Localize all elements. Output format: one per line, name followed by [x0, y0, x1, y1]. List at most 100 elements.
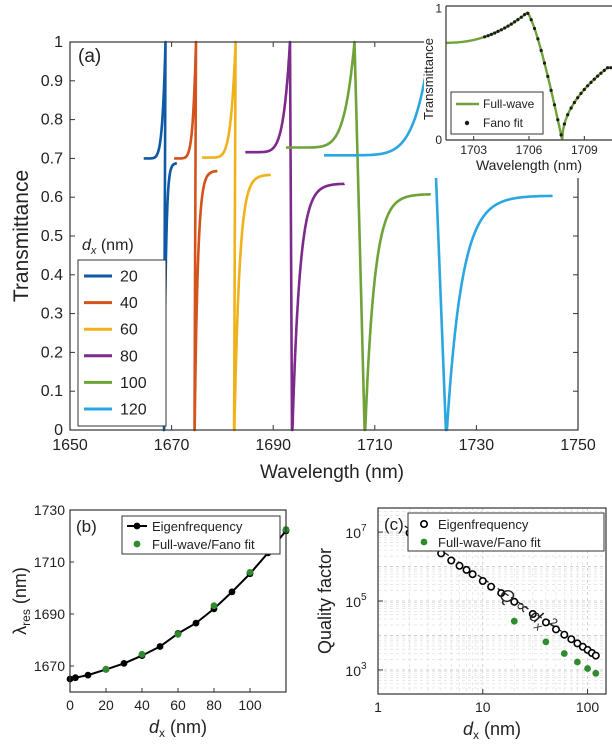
inset-fano-point — [529, 18, 533, 22]
panel-label: (a) — [78, 46, 101, 67]
y-tick-label: 1710 — [34, 554, 65, 570]
eigen-point — [528, 609, 537, 618]
y-tick-label: 105 — [345, 592, 367, 610]
legend-title: dx (nm) — [82, 237, 134, 257]
eigen-point — [84, 671, 92, 679]
eigen-point — [455, 561, 464, 570]
inset-fano-point — [566, 113, 570, 117]
x-tick-label: 60 — [170, 697, 186, 713]
y-tick-label: 0.7 — [41, 150, 63, 167]
fullwave-point — [592, 669, 600, 677]
eigen-point — [551, 625, 560, 634]
x-tick-label: 10 — [475, 699, 491, 715]
eigen-point — [510, 597, 519, 606]
inset-fano-point — [589, 80, 593, 84]
fullwave-point — [210, 602, 218, 610]
inset-fano-point — [609, 66, 612, 70]
x-tick-label: 1730 — [459, 437, 495, 454]
eigen-point — [468, 570, 477, 579]
inset-x-tick-label: 1706 — [516, 143, 543, 157]
inset-fano-point — [539, 48, 543, 53]
y-tick-label: 0.6 — [41, 189, 63, 206]
inset-fano-point — [599, 71, 603, 75]
fullwave-point — [542, 638, 550, 646]
fullwave-point — [174, 630, 182, 638]
inset-fano-point — [526, 11, 530, 15]
panel-label: (c) — [384, 515, 404, 534]
x-tick-label: 1750 — [560, 437, 596, 454]
inset-fano-point — [489, 32, 493, 37]
inset-fano-point — [516, 18, 520, 22]
fullwave-point — [574, 658, 581, 666]
inset-y-tick-label: 0 — [435, 133, 442, 147]
inset-fano-point — [586, 84, 590, 88]
x-axis-label: dx (nm) — [463, 719, 521, 742]
eigen-point — [573, 639, 582, 648]
inset-legend-label-fullwave: Full-wave — [483, 97, 535, 111]
inset-fano-point — [496, 29, 500, 33]
inset-legend-swatch-fano — [464, 120, 470, 126]
series-line-120 — [323, 40, 554, 432]
fullwave-point — [560, 650, 568, 657]
eigen-point — [462, 565, 471, 574]
eigen-point — [487, 582, 496, 591]
x-tick-label: 100 — [238, 697, 262, 713]
x-tick-label: 20 — [98, 697, 114, 713]
x-tick-label: 80 — [206, 697, 222, 713]
inset-fano-point — [509, 22, 513, 26]
x-tick-label: 100 — [576, 699, 600, 715]
y-tick-label: 107 — [345, 523, 367, 541]
inset-fano-point — [532, 26, 537, 31]
x-tick-label: 1650 — [52, 437, 88, 454]
inset-fano-point — [542, 61, 547, 65]
inset-fano-point — [559, 133, 563, 137]
inset-y-axis-label: Transmittance — [421, 38, 436, 120]
inset-fano-point — [582, 87, 586, 92]
inset-fano-point — [556, 118, 560, 122]
legend-marker-fullwave — [420, 538, 428, 546]
legend-label-40: 40 — [120, 295, 138, 312]
legend-label-fullwave: Full-wave/Fano fit — [438, 535, 541, 550]
inset-fano-point — [552, 103, 557, 107]
y-tick-label: 1730 — [34, 502, 65, 518]
eigen-point — [228, 588, 236, 596]
legend-label-100: 100 — [120, 375, 147, 392]
inset-fano-point — [592, 77, 596, 81]
fullwave-point — [138, 650, 146, 658]
plot-frame — [69, 509, 287, 693]
x-tick-label: 1670 — [154, 437, 190, 454]
legend-marker-eigenfrequency — [419, 519, 428, 528]
y-axis-label: λres (nm) — [10, 567, 33, 635]
x-tick-label: 1710 — [357, 437, 393, 454]
y-tick-label: 0.8 — [41, 112, 63, 129]
panel-b: 0 20 40 60 80 100 1670 1690 1710 1730 (b) Eigenfreq… — [10, 502, 290, 740]
series-line-80 — [244, 40, 346, 432]
series-line-40 — [172, 40, 219, 432]
inset-fano-point — [602, 68, 606, 72]
inset-x-axis-label: Wavelength (nm) — [476, 157, 582, 173]
eigen-point — [567, 635, 576, 644]
legend-box — [121, 515, 281, 555]
y-tick-label: 1690 — [34, 606, 65, 622]
legend-marker-fullwave — [133, 540, 141, 548]
x-axis-label: dx (nm) — [149, 717, 207, 740]
inset-fano-point — [513, 20, 517, 24]
inset-fano-point — [503, 26, 507, 30]
inset-x-tick-label: 1703 — [460, 143, 487, 157]
panel-inset: 1703 1706 1709 0 1 Transmittance Wavelength (n… — [421, 0, 612, 178]
eigen-point — [560, 630, 569, 639]
legend-box — [407, 512, 605, 552]
inset-fano-point — [606, 66, 610, 70]
inset-fano-point — [546, 74, 550, 78]
y-tick-label: 0.1 — [41, 383, 63, 400]
legend-label-120: 120 — [120, 402, 147, 419]
legend-box — [77, 259, 167, 427]
legend-label-80: 80 — [120, 348, 138, 365]
fullwave-point — [102, 665, 110, 673]
inset-fano-point — [499, 28, 503, 32]
scaling-annotation: Q ∝ dx-2 — [493, 582, 560, 640]
inset-fano-point — [519, 15, 523, 19]
legend-label-eigenfrequency: Eigenfrequency — [438, 517, 529, 532]
inset-background — [424, 0, 612, 178]
